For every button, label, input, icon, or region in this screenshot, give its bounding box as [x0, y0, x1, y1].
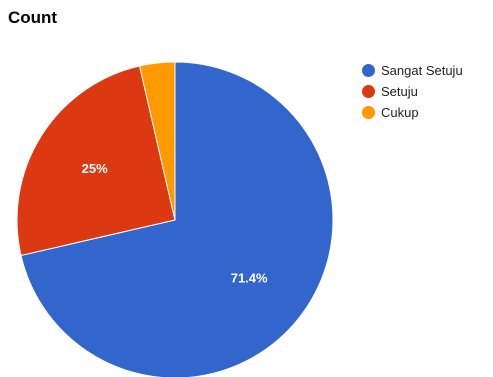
- legend-item-sangat-setuju: Sangat Setuju: [362, 60, 463, 80]
- legend-label: Sangat Setuju: [381, 62, 463, 78]
- legend-item-setuju: Setuju: [362, 81, 463, 101]
- legend-swatch: [362, 63, 375, 77]
- data-label-sangat-setuju: 71.4%: [231, 270, 268, 285]
- legend-label: Setuju: [381, 83, 418, 99]
- legend-swatch: [362, 105, 375, 119]
- pie-slice-cukup: [138, 61, 176, 221]
- chart-title: Count: [8, 8, 58, 27]
- pie-data-labels: 71.4% 25%: [82, 161, 268, 285]
- data-label-setuju: 25%: [82, 161, 108, 176]
- legend-label: Cukup: [381, 104, 419, 120]
- legend-item-cukup: Cukup: [362, 102, 463, 122]
- legend: Sangat Setuju Setuju Cukup: [362, 60, 463, 123]
- legend-swatch: [362, 84, 375, 98]
- pie-slice-sangat-setuju: [20, 61, 334, 377]
- pie-slice-setuju: [16, 65, 176, 257]
- pie-slices: [16, 61, 334, 377]
